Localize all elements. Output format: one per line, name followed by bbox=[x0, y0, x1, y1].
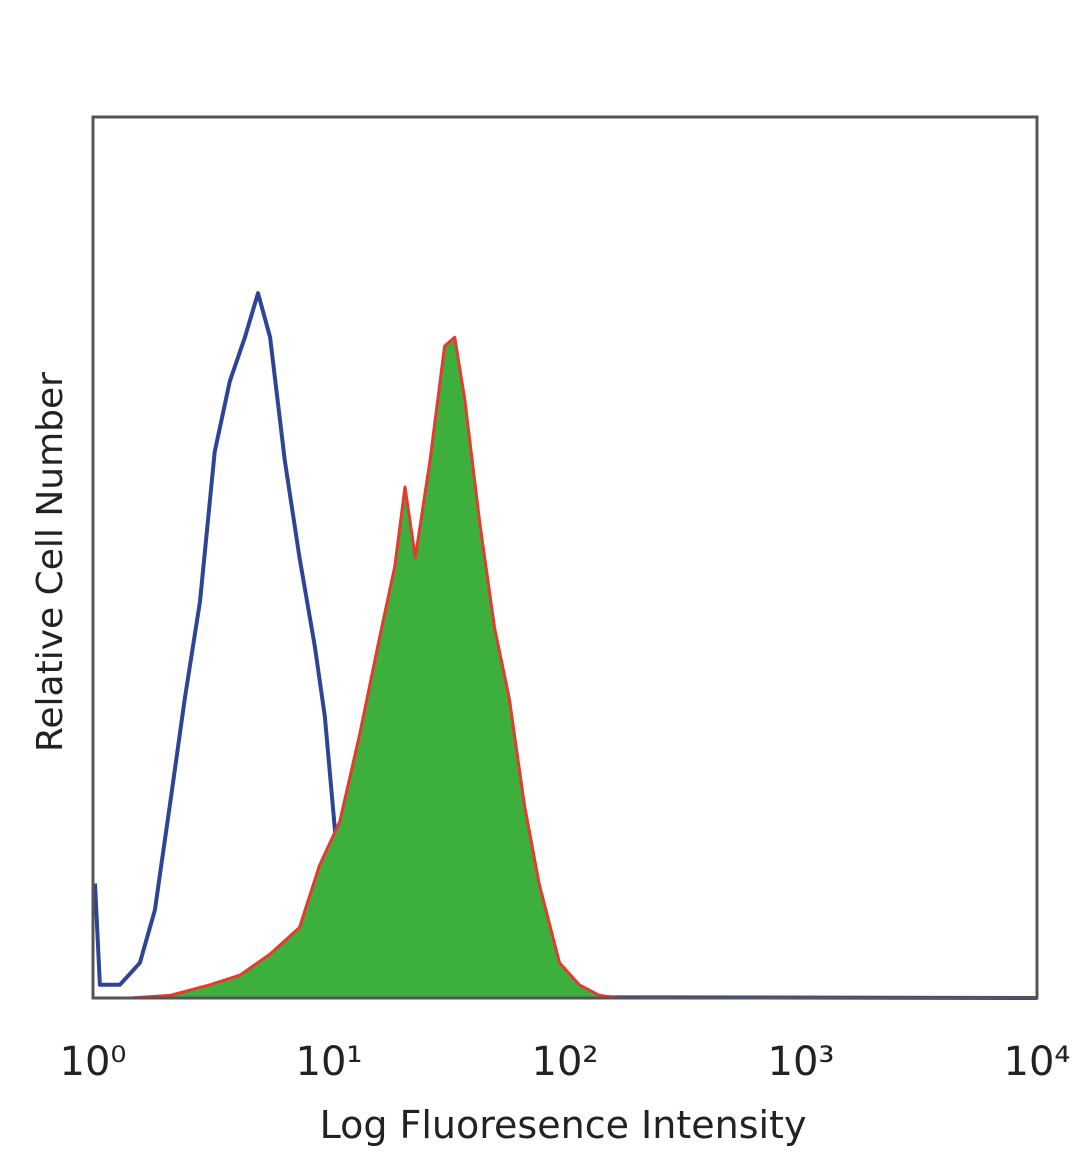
filled-histogram bbox=[129, 335, 620, 1000]
x-tick-label: 10¹ bbox=[296, 1039, 363, 1085]
plot-frame bbox=[91, 115, 1039, 1000]
x-tick-label: 10⁴ bbox=[1004, 1039, 1071, 1085]
x-tick-label: 10³ bbox=[768, 1039, 835, 1085]
x-tick-label: 10⁰ bbox=[60, 1039, 127, 1085]
y-axis-label: Relative Cell Number bbox=[30, 372, 71, 752]
x-axis-label: Log Fluoresence Intensity bbox=[320, 1103, 807, 1147]
x-tick-label: 10² bbox=[532, 1039, 599, 1085]
